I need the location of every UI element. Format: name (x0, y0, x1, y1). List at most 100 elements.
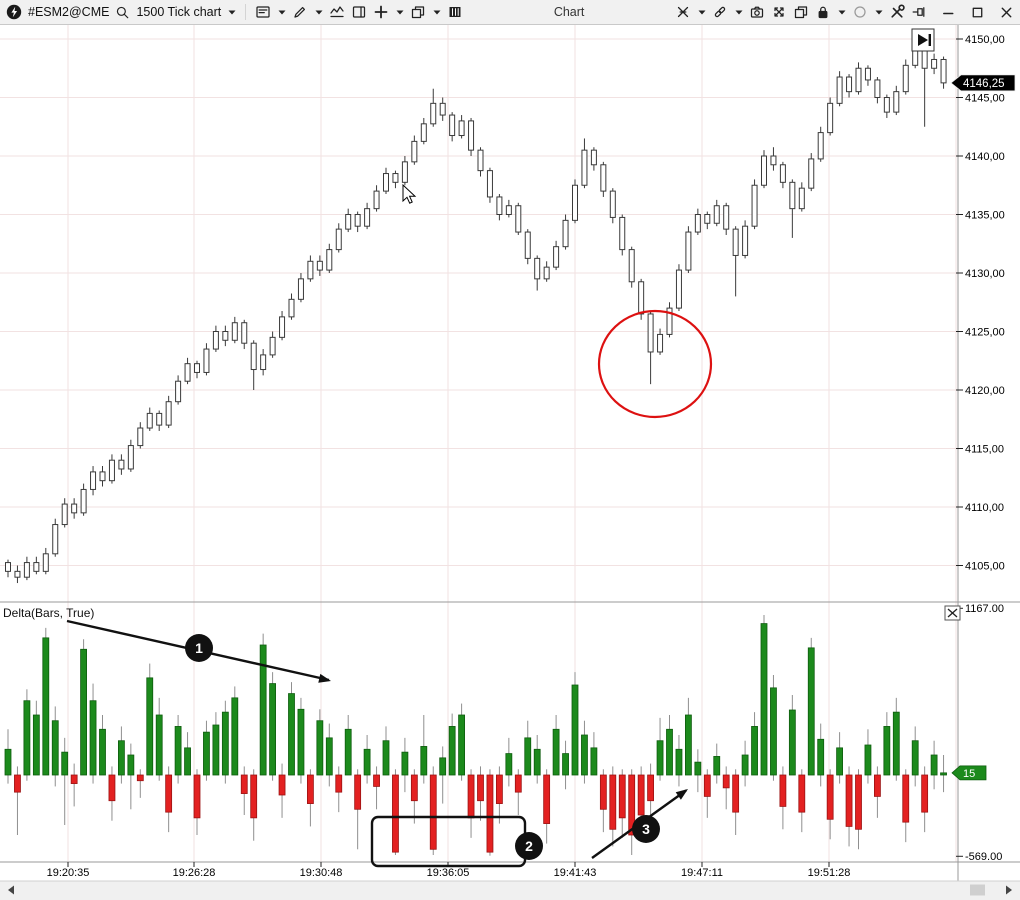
delta-bar-positive (533, 748, 541, 776)
candle-body (373, 190, 380, 210)
candle-body (657, 333, 664, 353)
scroll-right-button[interactable] (1006, 885, 1012, 895)
fullscreen-icon[interactable] (771, 2, 787, 22)
delta-bar-negative (373, 774, 380, 787)
shape-circle-caret-icon[interactable] (875, 10, 883, 15)
time-axis-area[interactable] (0, 862, 1020, 881)
shape-circle-icon[interactable] (852, 2, 868, 22)
candle-body (326, 249, 333, 271)
delta-bar-positive (817, 738, 825, 776)
candle-body (288, 298, 295, 318)
add-icon[interactable] (373, 2, 389, 22)
link-icon[interactable] (712, 2, 728, 22)
delta-close-button[interactable] (944, 605, 961, 621)
candle-body (931, 58, 938, 69)
chart-templates-caret-icon[interactable] (278, 10, 286, 15)
candle-body (354, 214, 361, 227)
delta-bar-negative (136, 774, 144, 782)
candle-body (590, 149, 597, 166)
time-tick-label: 19:41:43 (554, 867, 597, 879)
search-icon[interactable] (115, 2, 130, 22)
delta-bar-positive (118, 740, 125, 776)
price-tick-label: 4135,00 (965, 210, 1005, 222)
delta-indicator-label[interactable]: Delta(Bars, True) (3, 606, 94, 620)
candle-body (449, 114, 456, 137)
pin-icon[interactable] (911, 2, 927, 22)
lock-caret-icon[interactable] (838, 10, 846, 15)
chart-type-caret-icon[interactable] (228, 10, 236, 15)
symbol-label[interactable]: #ESM2@CME (28, 5, 110, 19)
annotation-badge-2[interactable] (515, 832, 543, 860)
delta-bar-positive (458, 714, 466, 776)
chart-trader-icon[interactable] (351, 2, 367, 22)
price-tick-label: 4145,00 (965, 93, 1005, 105)
delta-bar-positive (32, 714, 40, 776)
go-to-realtime-button[interactable] (911, 28, 935, 52)
drawing-pencil-icon[interactable] (292, 2, 308, 22)
scroll-left-button[interactable] (8, 885, 14, 895)
candle-body (864, 67, 871, 81)
add-caret-icon[interactable] (396, 10, 404, 15)
annotation-badge-1[interactable] (185, 634, 213, 662)
scrollbar-track[interactable] (0, 881, 1020, 900)
chart-area: 4150,00 4145,00 4140,00 4135,00 4130,00 4125,… (0, 25, 1020, 900)
candle-body (534, 257, 541, 280)
price-tick-label: 4125,00 (965, 327, 1005, 339)
close-button[interactable] (999, 2, 1014, 22)
delta-bar-positive (316, 720, 324, 776)
maximize-button[interactable] (970, 2, 985, 22)
indicator-icon[interactable] (329, 2, 345, 22)
link-caret-icon[interactable] (735, 10, 743, 15)
chart-templates-icon[interactable] (255, 2, 271, 22)
candle-body (789, 181, 796, 210)
delta-bar-negative (335, 774, 343, 793)
window-controls (941, 2, 1014, 22)
delta-bar-positive (325, 737, 333, 776)
candle-body (515, 205, 522, 233)
candle-body (713, 205, 720, 224)
delta-bar-negative (722, 774, 730, 789)
delta-bar-positive (344, 728, 352, 776)
delta-bar-negative (193, 774, 201, 819)
camera-icon[interactable] (749, 2, 765, 22)
price-tick-label: 4115,00 (965, 444, 1004, 456)
delta-bar-positive (807, 647, 815, 776)
candle-body (458, 120, 465, 137)
windows-icon[interactable] (410, 2, 426, 22)
candle-body (704, 214, 711, 224)
candle-body (430, 102, 437, 125)
candle-body (165, 401, 172, 426)
windows-caret-icon[interactable] (433, 10, 441, 15)
copy-window-icon[interactable] (793, 2, 809, 22)
delta-axis-area[interactable] (958, 602, 1020, 862)
candle-body (279, 316, 286, 338)
candle-body (14, 570, 21, 578)
minimize-button[interactable] (941, 2, 956, 22)
candle-body (827, 102, 834, 134)
price-pane-canvas[interactable] (0, 25, 958, 602)
candle-body (581, 149, 588, 186)
scrollbar-thumb[interactable] (970, 884, 985, 896)
chart-type-label[interactable]: 1500 Tick chart (136, 5, 222, 19)
delta-bar-negative (354, 774, 362, 810)
delta-bar-negative (732, 774, 740, 813)
delta-bar-negative (845, 774, 853, 827)
drawing-off-icon[interactable] (675, 2, 691, 22)
time-tick-label: 19:47:11 (681, 867, 723, 879)
candle-body (212, 331, 219, 350)
candle-body (902, 64, 909, 93)
price-axis-area[interactable] (958, 25, 1020, 602)
candle-body (184, 363, 191, 382)
tools-icon[interactable] (889, 2, 905, 22)
delta-bar-positive (656, 740, 664, 776)
annotation-badge-3[interactable] (632, 815, 660, 843)
drawing-pencil-caret-icon[interactable] (315, 10, 323, 15)
drawing-off-caret-icon[interactable] (698, 10, 706, 15)
dom-icon[interactable] (447, 2, 463, 22)
gridlines (0, 25, 957, 862)
annotation-highlight-ellipse[interactable] (597, 309, 713, 419)
lock-icon[interactable] (815, 2, 831, 22)
candle-body (638, 281, 645, 315)
delta-bar-positive (552, 728, 560, 776)
